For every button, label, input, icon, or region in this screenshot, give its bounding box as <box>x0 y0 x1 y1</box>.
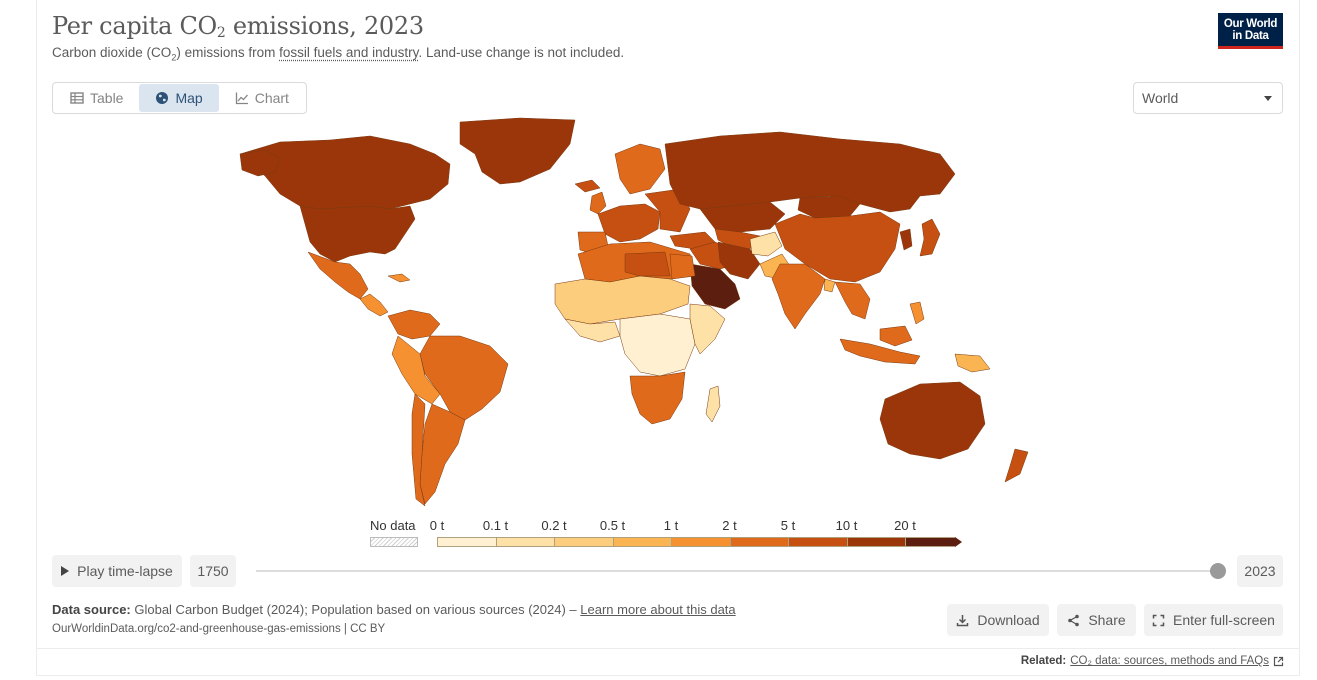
map-country-colombia-venezuela[interactable] <box>387 309 441 340</box>
legend-bin[interactable] <box>495 537 554 547</box>
map-region-central-africa[interactable] <box>619 313 696 377</box>
map-country-iran[interactable] <box>717 241 761 280</box>
download-icon <box>957 614 969 626</box>
tab-table[interactable]: Table <box>54 84 139 112</box>
legend-tick-label: 0 t <box>429 518 445 533</box>
map-country-indonesia[interactable] <box>839 338 921 365</box>
legend-no-data-swatch[interactable] <box>370 537 418 547</box>
legend-tick-label: 0.5 t <box>599 518 626 533</box>
related-links: Related: CO₂ data: sources, methods and … <box>1021 655 1284 667</box>
map-country-brazil[interactable] <box>419 335 509 421</box>
fossil-fuels-link[interactable]: fossil fuels and industry <box>279 45 419 60</box>
map-country-uk[interactable] <box>589 191 607 215</box>
end-year-box[interactable]: 2023 <box>1237 555 1283 587</box>
map-country-afghanistan[interactable] <box>749 231 783 257</box>
world-map[interactable] <box>220 114 1080 514</box>
page-title: Per capita CO2 emissions, 2023 <box>52 12 424 41</box>
play-icon <box>61 566 70 576</box>
map-country-scandinavia[interactable] <box>614 143 666 195</box>
map-country-saudi-arabia[interactable] <box>689 263 741 310</box>
map-region-central-america[interactable] <box>359 293 389 317</box>
related-faq-link[interactable]: CO₂ data: sources, methods and FAQs <box>1070 655 1269 667</box>
map-country-madagascar[interactable] <box>705 385 721 423</box>
line-chart-icon <box>235 92 248 105</box>
map-country-usa[interactable] <box>299 205 416 263</box>
map-country-chile[interactable] <box>411 393 426 507</box>
tab-chart[interactable]: Chart <box>219 84 305 112</box>
legend-bin[interactable] <box>671 537 730 547</box>
share-button[interactable]: Share <box>1057 604 1136 636</box>
map-region-south-asia-east[interactable] <box>823 278 836 293</box>
map-region-western-europe[interactable] <box>597 203 661 243</box>
chart-frame <box>36 0 1300 676</box>
data-source: Data source: Global Carbon Budget (2024)… <box>52 602 736 617</box>
map-country-japan[interactable] <box>919 218 941 257</box>
legend-tick-label: 0.2 t <box>541 518 567 533</box>
start-year-box[interactable]: 1750 <box>190 555 236 587</box>
legend-no-data-label: No data <box>370 518 416 533</box>
region-select[interactable]: World <box>1133 82 1283 114</box>
play-timelapse-button[interactable]: Play time-lapse <box>52 555 182 587</box>
legend-bin[interactable] <box>612 537 671 547</box>
map-country-iceland[interactable] <box>574 179 601 193</box>
legend-open-end-arrow <box>955 537 962 547</box>
legend-bin[interactable] <box>554 537 613 547</box>
download-button[interactable]: Download <box>947 604 1049 636</box>
chevron-down-icon <box>1264 95 1272 101</box>
map-country-canada[interactable] <box>239 135 451 210</box>
legend-tick-label: 20 t <box>894 518 916 533</box>
fullscreen-icon <box>1152 614 1165 626</box>
map-country-india[interactable] <box>771 263 826 330</box>
map-region-alaska[interactable] <box>239 149 281 177</box>
map-country-korea[interactable] <box>899 228 913 251</box>
legend-bin[interactable] <box>437 537 496 547</box>
external-link-icon <box>1273 656 1284 666</box>
legend-bin[interactable] <box>905 537 955 547</box>
view-tabs: Table Map Chart <box>52 82 307 114</box>
map-country-philippines[interactable] <box>909 301 925 325</box>
subtitle: Carbon dioxide (CO2) emissions from foss… <box>52 45 625 63</box>
timeline-slider-handle[interactable] <box>1210 563 1226 579</box>
map-country-new-zealand[interactable] <box>1004 448 1029 483</box>
legend-bin[interactable] <box>729 537 788 547</box>
map-country-egypt[interactable] <box>669 253 696 280</box>
legend-tick-label: 2 t <box>722 518 737 533</box>
map-country-argentina[interactable] <box>419 403 466 505</box>
source-url: OurWorldinData.org/co2-and-greenhouse-ga… <box>52 623 386 635</box>
related-divider <box>36 648 1300 649</box>
share-icon <box>1068 614 1080 626</box>
learn-more-link[interactable]: Learn more about this data <box>580 602 736 617</box>
legend-color-bins <box>437 537 962 547</box>
map-country-australia[interactable] <box>879 381 986 460</box>
legend-tick-label: 1 t <box>663 518 679 533</box>
map-region-southeast-asia[interactable] <box>834 281 871 320</box>
owid-logo[interactable]: Our World in Data <box>1218 13 1283 49</box>
table-icon <box>70 92 84 104</box>
legend-tick-label: 5 t <box>780 518 796 533</box>
legend-bin[interactable] <box>788 537 847 547</box>
globe-icon <box>156 92 169 104</box>
map-country-greenland[interactable] <box>459 117 576 185</box>
map-region-east-africa[interactable] <box>689 303 726 355</box>
map-country-southern-africa[interactable] <box>629 371 686 425</box>
map-region-caribbean[interactable] <box>387 273 411 283</box>
map-country-libya[interactable] <box>624 251 671 277</box>
timeline-slider-track[interactable] <box>256 570 1218 572</box>
legend-tick-label: 0.1 t <box>482 518 509 533</box>
fullscreen-button[interactable]: Enter full-screen <box>1144 604 1283 636</box>
map-country-malaysia-borneo[interactable] <box>879 325 913 347</box>
legend-bin[interactable] <box>846 537 905 547</box>
map-country-mexico[interactable] <box>307 251 369 300</box>
map-country-papua-new-guinea[interactable] <box>954 353 991 373</box>
tab-map[interactable]: Map <box>139 84 219 112</box>
legend-tick-label: 10 t <box>835 518 858 533</box>
